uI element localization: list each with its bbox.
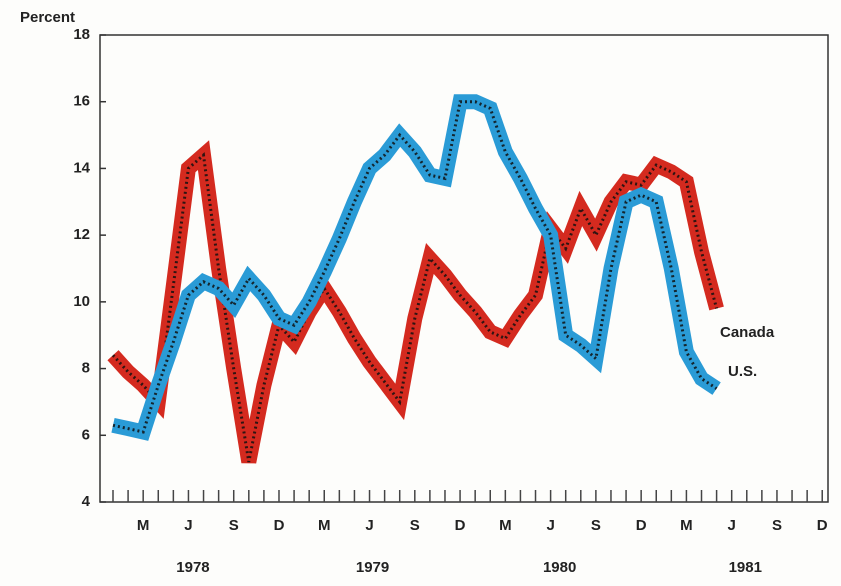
x-tick-label: D (636, 517, 647, 534)
x-tick-label: M (499, 517, 512, 534)
y-tick-label: 18 (73, 26, 90, 43)
year-label: 1979 (356, 559, 389, 576)
x-tick-label: D (817, 517, 828, 534)
x-tick-label: J (728, 517, 736, 534)
x-tick-label: J (365, 517, 373, 534)
y-tick-label: 10 (73, 293, 90, 310)
x-tick-label: S (772, 517, 782, 534)
x-tick-label: S (591, 517, 601, 534)
year-label: 1981 (729, 559, 762, 576)
y-axis-label: Percent (20, 9, 75, 26)
y-tick-label: 12 (73, 226, 90, 243)
y-tick-label: 8 (82, 360, 90, 377)
x-tick-label: M (318, 517, 331, 534)
year-label: 1978 (176, 559, 209, 576)
series-label: Canada (720, 324, 775, 341)
x-tick-label: M (137, 517, 150, 534)
x-tick-label: M (680, 517, 693, 534)
x-tick-label: S (229, 517, 239, 534)
x-tick-label: S (410, 517, 420, 534)
y-tick-label: 4 (82, 493, 91, 510)
plot-frame (99, 34, 829, 503)
x-tick-label: J (546, 517, 554, 534)
x-tick-label: D (455, 517, 466, 534)
series-label: U.S. (728, 363, 757, 380)
y-tick-label: 16 (73, 93, 90, 110)
y-tick-label: 14 (73, 159, 90, 176)
series-line-core (112, 100, 718, 434)
y-tick-label: 6 (82, 426, 90, 443)
x-tick-label: J (184, 517, 192, 534)
x-tick-label: D (274, 517, 285, 534)
series-line-core (111, 152, 719, 463)
year-label: 1980 (543, 559, 576, 576)
